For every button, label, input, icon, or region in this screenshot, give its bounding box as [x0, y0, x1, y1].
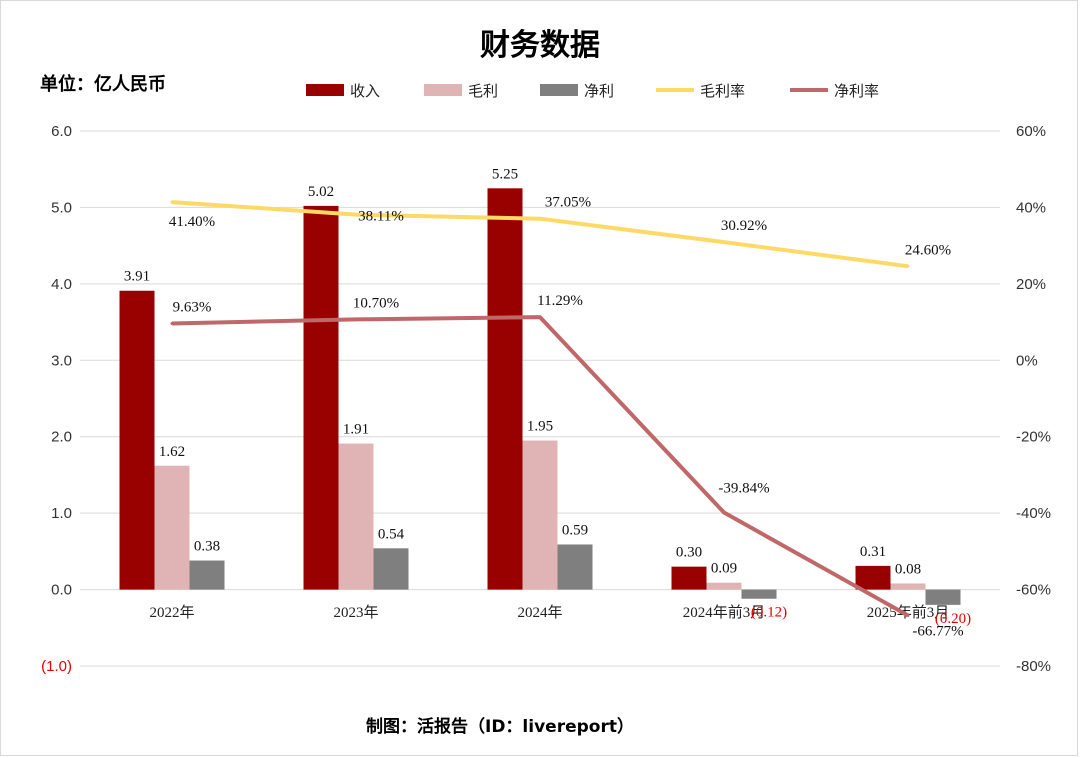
bar-毛利 — [522, 440, 558, 590]
legend-swatch-毛利 — [424, 84, 462, 96]
legend-label-毛利率: 毛利率 — [700, 82, 745, 100]
bar-data-label: 0.30 — [676, 545, 702, 561]
bar-收入 — [487, 188, 523, 590]
bar-data-label: (0.12) — [751, 605, 787, 621]
series-point-净利率 — [170, 321, 174, 325]
line-data-label: 41.40% — [169, 214, 215, 230]
y-left-tick-label: 6.0 — [51, 123, 72, 140]
legend-label-净利率: 净利率 — [834, 82, 879, 100]
legend-label-收入: 收入 — [350, 82, 380, 100]
series-point-毛利率 — [354, 213, 358, 217]
y-left-tick-label: 4.0 — [51, 276, 72, 293]
series-point-净利率 — [354, 317, 358, 321]
x-category-label: 2024年 — [517, 604, 562, 621]
bar-data-label: 5.02 — [308, 184, 334, 200]
bar-data-label: 5.25 — [492, 166, 518, 182]
bar-收入 — [119, 290, 155, 590]
y-right-tick-label: 0% — [1016, 352, 1038, 369]
y-right-tick-label: -80% — [1016, 658, 1051, 675]
line-data-label: 11.29% — [537, 293, 583, 309]
y-right-tick-label: 60% — [1016, 123, 1046, 140]
legend-swatch-收入 — [306, 84, 344, 96]
x-category-label: 2024年前3月 — [683, 604, 766, 621]
y-right-tick-label: -60% — [1016, 582, 1051, 599]
y-right-tick-label: -40% — [1016, 505, 1051, 522]
bar-data-label: 0.38 — [194, 539, 220, 555]
y-left-tick-label: 5.0 — [51, 199, 72, 216]
series-line-毛利率 — [171, 200, 909, 269]
bar-data-label: 1.62 — [159, 444, 185, 460]
bar-data-label: 1.91 — [343, 422, 369, 438]
bar-data-label: 0.54 — [378, 526, 405, 542]
bar-毛利 — [338, 443, 374, 590]
y-left-tick-label: 0.0 — [51, 582, 72, 599]
bar-净利 — [741, 589, 777, 599]
line-data-label: 24.60% — [905, 242, 951, 258]
series-point-毛利率 — [722, 240, 726, 244]
bar-data-label: 3.91 — [124, 269, 150, 285]
y-left-tick-label: 2.0 — [51, 429, 72, 446]
line-data-label: 10.70% — [353, 295, 399, 311]
bar-净利 — [373, 548, 409, 590]
line-data-label: -66.77% — [912, 623, 963, 639]
line-data-label: -39.84% — [718, 481, 769, 497]
series-point-净利率 — [722, 511, 726, 515]
source-credit: 制图：活报告（ID：livereport） — [366, 717, 634, 737]
bar-收入 — [671, 566, 707, 590]
bar-data-label: 0.31 — [860, 544, 886, 560]
y-left-tick-label: (1.0) — [41, 658, 72, 675]
bar-净利 — [925, 589, 961, 605]
y-right-tick-label: 40% — [1016, 199, 1046, 216]
bar-净利 — [557, 544, 593, 590]
y-left-tick-label: 1.0 — [51, 505, 72, 522]
bar-data-label: 1.95 — [527, 419, 553, 435]
bar-data-label: 0.09 — [711, 561, 737, 577]
y-left-tick-label: 3.0 — [51, 352, 72, 369]
series-point-毛利率 — [906, 264, 910, 268]
bar-data-label: (0.20) — [935, 611, 971, 627]
series-point-毛利率 — [170, 200, 174, 204]
bar-毛利 — [706, 582, 742, 590]
legend-swatch-净利 — [540, 84, 578, 96]
chart-title: 财务数据 — [480, 28, 600, 63]
y-right-tick-label: -20% — [1016, 429, 1051, 446]
bar-毛利 — [890, 583, 926, 590]
line-data-label: 9.63% — [173, 299, 212, 315]
bar-data-label: 0.59 — [562, 522, 588, 538]
bar-净利 — [189, 560, 225, 590]
line-data-label: 38.11% — [358, 209, 404, 225]
legend-label-净利: 净利 — [584, 82, 614, 100]
y-right-tick-label: 20% — [1016, 276, 1046, 293]
series-point-净利率 — [538, 315, 542, 319]
line-data-label: 30.92% — [721, 218, 767, 234]
x-category-label: 2025年前3月 — [867, 604, 950, 621]
bar-收入 — [303, 205, 339, 590]
series-point-净利率 — [906, 613, 910, 617]
legend-label-毛利: 毛利 — [468, 82, 498, 100]
series-point-毛利率 — [538, 217, 542, 221]
bar-毛利 — [154, 465, 190, 590]
unit-label: 单位：亿人民币 — [40, 74, 166, 95]
line-data-label: 37.05% — [545, 195, 591, 211]
bar-收入 — [855, 565, 891, 590]
x-category-label: 2022年 — [149, 604, 194, 621]
bar-data-label: 0.08 — [895, 561, 921, 577]
x-category-label: 2023年 — [333, 604, 378, 621]
